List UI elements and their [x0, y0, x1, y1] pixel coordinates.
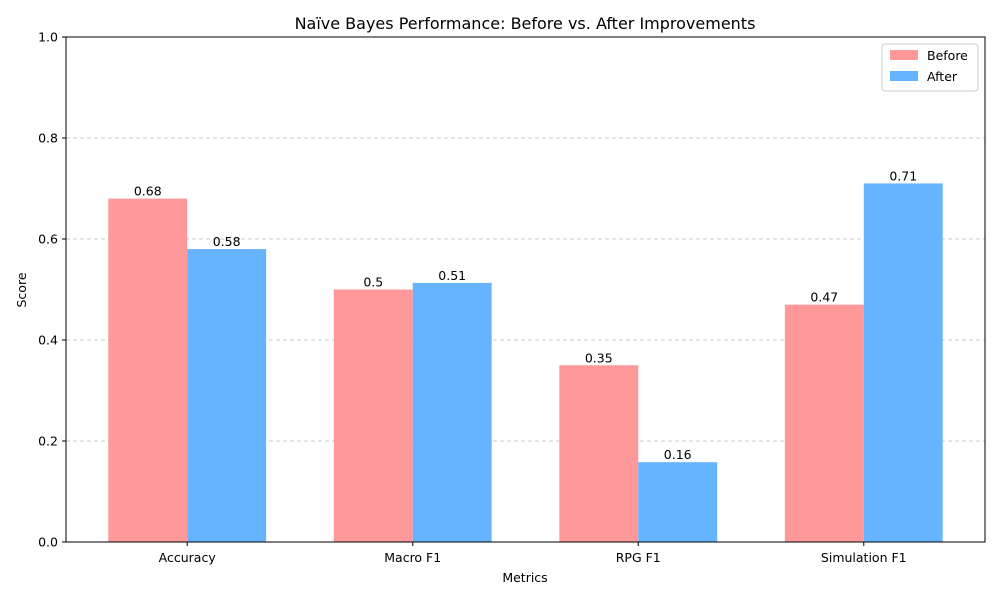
legend-label-after: After [927, 69, 958, 84]
data-label: 0.47 [810, 290, 838, 305]
x-tick-label: Accuracy [159, 550, 217, 565]
y-tick-label: 0.6 [38, 232, 58, 247]
y-tick-label: 0.8 [38, 131, 58, 146]
legend-swatch-before [890, 50, 918, 60]
bar-after-rpg-f1 [638, 462, 718, 542]
bar-before-accuracy [108, 198, 188, 542]
bar-before-macro-f1 [333, 289, 413, 542]
bar-after-macro-f1 [412, 282, 492, 542]
x-tick-label: Macro F1 [384, 550, 441, 565]
y-tick-label: 1.0 [38, 30, 58, 45]
data-label: 0.16 [664, 447, 692, 462]
data-labels: 0.68 0.5 0.35 0.47 0.58 0.51 0.16 0.71 [134, 168, 917, 462]
y-tick-label: 0.4 [38, 333, 58, 348]
y-axis-title: Score [14, 272, 29, 307]
y-tick-label: 0.2 [38, 434, 58, 449]
bar-after-accuracy [187, 249, 267, 542]
y-axis: 0.0 0.2 0.4 0.6 0.8 1.0 [38, 30, 66, 550]
x-axis-title: Metrics [502, 570, 547, 585]
legend-label-before: Before [927, 48, 968, 63]
data-label: 0.35 [585, 350, 613, 365]
x-tick-label: Simulation F1 [821, 550, 907, 565]
chart-title: Naïve Bayes Performance: Before vs. Afte… [295, 14, 756, 33]
y-tick-label: 0.0 [38, 535, 58, 550]
bar-after-simulation-f1 [863, 183, 943, 542]
data-label: 0.68 [134, 184, 162, 199]
bars [108, 183, 943, 542]
legend: Before After [881, 43, 979, 92]
bar-before-rpg-f1 [559, 365, 639, 542]
data-label: 0.5 [363, 275, 383, 290]
plot-frame [65, 36, 986, 543]
data-label: 0.51 [438, 268, 466, 283]
data-label: 0.58 [213, 234, 241, 249]
data-label: 0.71 [889, 168, 917, 183]
x-axis: Accuracy Macro F1 RPG F1 Simulation F1 [159, 542, 907, 565]
legend-swatch-after [890, 71, 918, 81]
bar-before-simulation-f1 [784, 304, 864, 542]
x-tick-label: RPG F1 [616, 550, 661, 565]
